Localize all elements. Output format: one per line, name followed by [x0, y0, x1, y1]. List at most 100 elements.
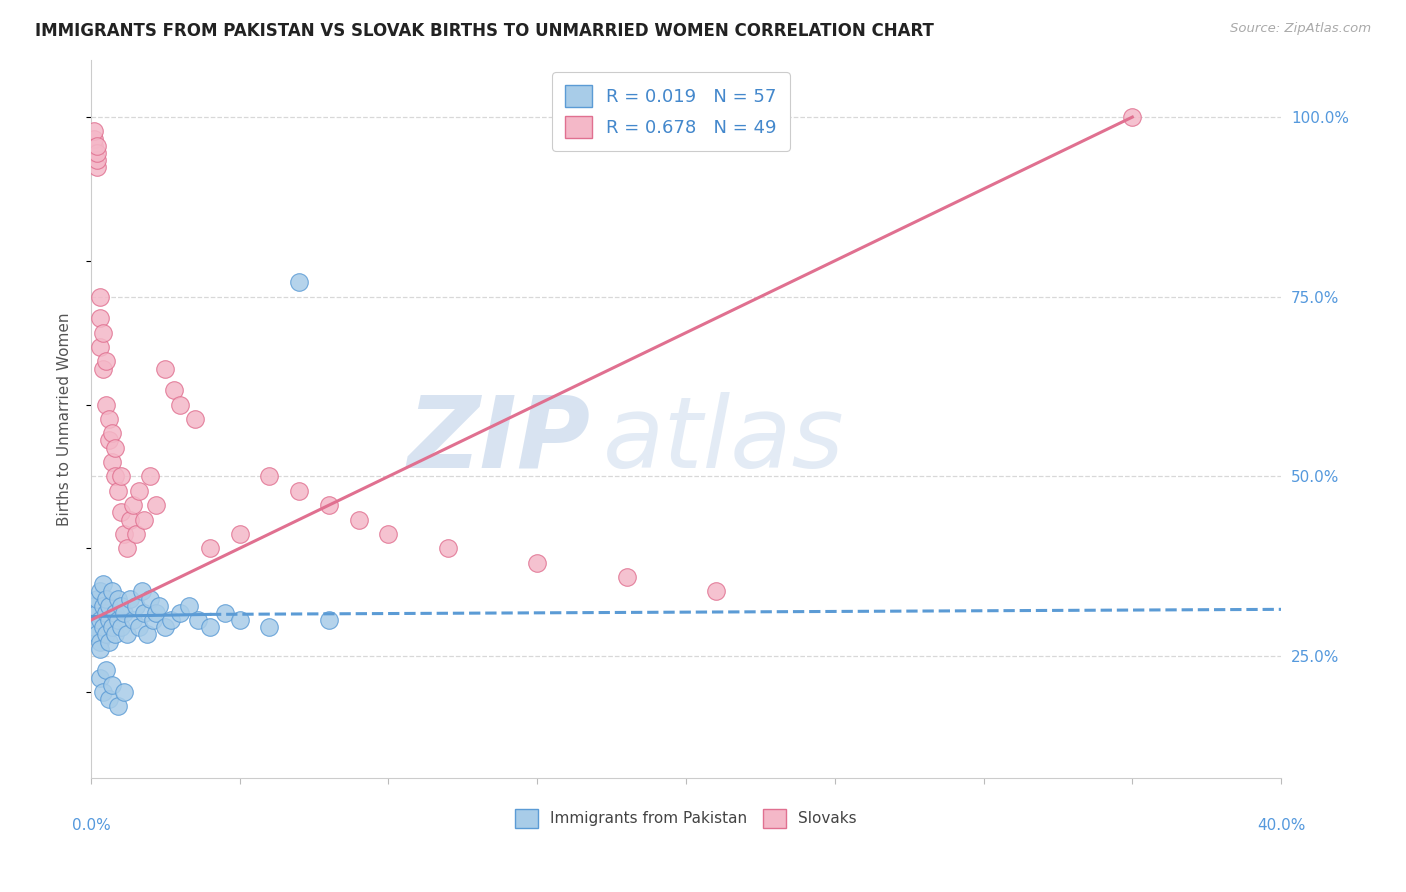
Point — [86, 153, 108, 168]
Point — [104, 469, 127, 483]
Point — [94, 398, 117, 412]
Point — [100, 678, 122, 692]
Point — [91, 326, 114, 340]
Point — [163, 383, 186, 397]
Point — [97, 634, 120, 648]
Point — [121, 613, 143, 627]
Point — [107, 591, 129, 606]
Point — [169, 606, 191, 620]
Text: ZIP: ZIP — [408, 392, 591, 489]
Text: atlas: atlas — [603, 392, 845, 489]
Point — [91, 361, 114, 376]
Point — [142, 613, 165, 627]
Point — [124, 527, 146, 541]
Point — [198, 620, 221, 634]
Point — [83, 599, 105, 613]
Point — [131, 584, 153, 599]
Point — [89, 290, 111, 304]
Point — [139, 469, 162, 483]
Point — [91, 685, 114, 699]
Point — [148, 599, 170, 613]
Point — [145, 498, 167, 512]
Point — [214, 606, 236, 620]
Point — [112, 606, 135, 620]
Point — [228, 527, 250, 541]
Point — [83, 131, 105, 145]
Point — [89, 641, 111, 656]
Point — [179, 599, 201, 613]
Point — [155, 361, 177, 376]
Point — [288, 483, 311, 498]
Text: 40.0%: 40.0% — [1257, 818, 1305, 833]
Point — [107, 483, 129, 498]
Point — [100, 584, 122, 599]
Point — [89, 340, 111, 354]
Point — [91, 620, 114, 634]
Point — [118, 591, 141, 606]
Point — [228, 613, 250, 627]
Point — [110, 505, 132, 519]
Point — [86, 138, 108, 153]
Point — [112, 527, 135, 541]
Point — [89, 671, 111, 685]
Point — [83, 146, 105, 161]
Point — [89, 613, 111, 627]
Point — [616, 570, 638, 584]
Point — [318, 498, 340, 512]
Point — [86, 606, 108, 620]
Point — [110, 599, 132, 613]
Point — [145, 606, 167, 620]
Point — [89, 311, 111, 326]
Point — [94, 606, 117, 620]
Point — [83, 124, 105, 138]
Point — [288, 276, 311, 290]
Point — [94, 354, 117, 368]
Point — [91, 599, 114, 613]
Point — [110, 620, 132, 634]
Point — [526, 556, 548, 570]
Point — [94, 627, 117, 641]
Legend: Immigrants from Pakistan, Slovaks: Immigrants from Pakistan, Slovaks — [508, 801, 865, 835]
Point — [107, 613, 129, 627]
Point — [94, 591, 117, 606]
Point — [155, 620, 177, 634]
Point — [86, 627, 108, 641]
Point — [115, 627, 138, 641]
Point — [100, 620, 122, 634]
Point — [437, 541, 460, 556]
Point — [377, 527, 399, 541]
Point — [134, 512, 156, 526]
Point — [704, 584, 727, 599]
Point — [136, 627, 159, 641]
Point — [83, 620, 105, 634]
Point — [128, 620, 150, 634]
Point — [184, 412, 207, 426]
Point — [347, 512, 370, 526]
Point — [86, 146, 108, 161]
Point — [318, 613, 340, 627]
Point — [134, 606, 156, 620]
Y-axis label: Births to Unmarried Women: Births to Unmarried Women — [58, 312, 72, 525]
Point — [97, 692, 120, 706]
Point — [121, 498, 143, 512]
Point — [94, 664, 117, 678]
Point — [187, 613, 209, 627]
Text: Source: ZipAtlas.com: Source: ZipAtlas.com — [1230, 22, 1371, 36]
Point — [104, 606, 127, 620]
Point — [1121, 110, 1143, 124]
Point — [91, 577, 114, 591]
Point — [160, 613, 183, 627]
Point — [115, 541, 138, 556]
Point — [169, 398, 191, 412]
Point — [128, 483, 150, 498]
Point — [97, 412, 120, 426]
Point — [198, 541, 221, 556]
Point — [86, 591, 108, 606]
Point — [139, 591, 162, 606]
Point — [118, 512, 141, 526]
Point — [83, 138, 105, 153]
Point — [104, 441, 127, 455]
Point — [86, 161, 108, 175]
Point — [97, 599, 120, 613]
Text: IMMIGRANTS FROM PAKISTAN VS SLOVAK BIRTHS TO UNMARRIED WOMEN CORRELATION CHART: IMMIGRANTS FROM PAKISTAN VS SLOVAK BIRTH… — [35, 22, 934, 40]
